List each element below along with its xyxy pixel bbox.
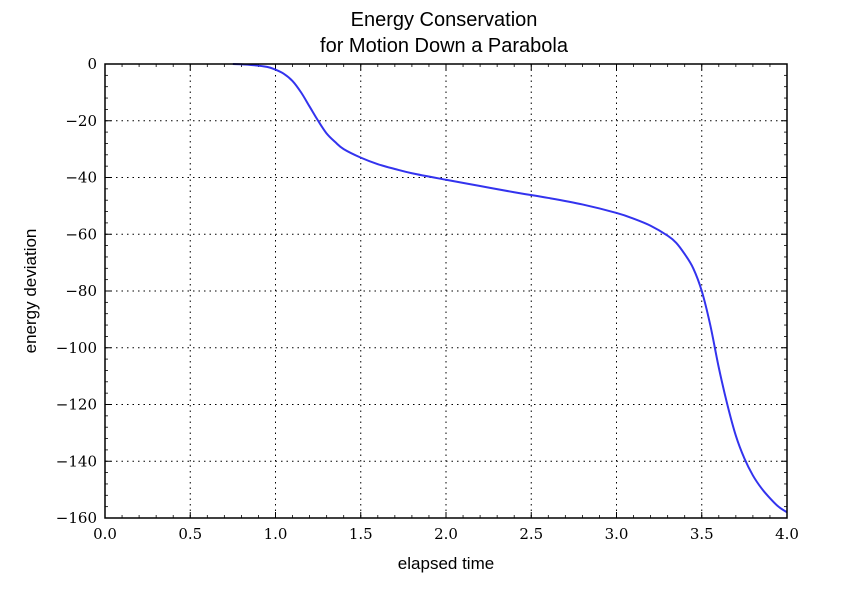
x-tick-label: 0.0 xyxy=(93,525,117,543)
x-tick-label: 4.0 xyxy=(775,525,799,543)
x-axis-label: elapsed time xyxy=(398,554,494,573)
grid xyxy=(105,64,787,518)
chart-title-line-2: for Motion Down a Parabola xyxy=(320,35,569,57)
x-tick-label: 3.0 xyxy=(605,525,629,543)
y-tick-label: −80 xyxy=(65,282,97,300)
y-tick-label: −120 xyxy=(56,396,97,414)
y-tick-label: −140 xyxy=(56,452,97,470)
chart-title-line-1: Energy Conservation xyxy=(351,9,538,31)
y-tick-label: 0 xyxy=(87,55,97,73)
x-tick-label: 2.5 xyxy=(519,525,543,543)
y-tick-label: −20 xyxy=(65,112,97,130)
axis-ticks: 0.0 0.5 1.0 1.5 2.0 2.5 3.0 3.5 4.0 0 −20 −40 −60 −80… xyxy=(56,55,799,543)
x-tick-label: 0.5 xyxy=(178,525,202,543)
series-group xyxy=(232,63,788,514)
x-tick-label: 1.5 xyxy=(349,525,373,543)
y-tick-label: −40 xyxy=(65,169,97,187)
y-tick-label: −60 xyxy=(65,225,97,243)
x-tick-label: 3.5 xyxy=(690,525,714,543)
x-tick-label: 2.0 xyxy=(434,525,458,543)
x-tick-label: 1.0 xyxy=(264,525,288,543)
plot-frame xyxy=(104,63,788,519)
y-axis-label: energy deviation xyxy=(21,229,40,354)
y-tick-label: −100 xyxy=(56,339,97,357)
series-line-0 xyxy=(232,63,788,514)
y-tick-label: −160 xyxy=(56,509,97,527)
